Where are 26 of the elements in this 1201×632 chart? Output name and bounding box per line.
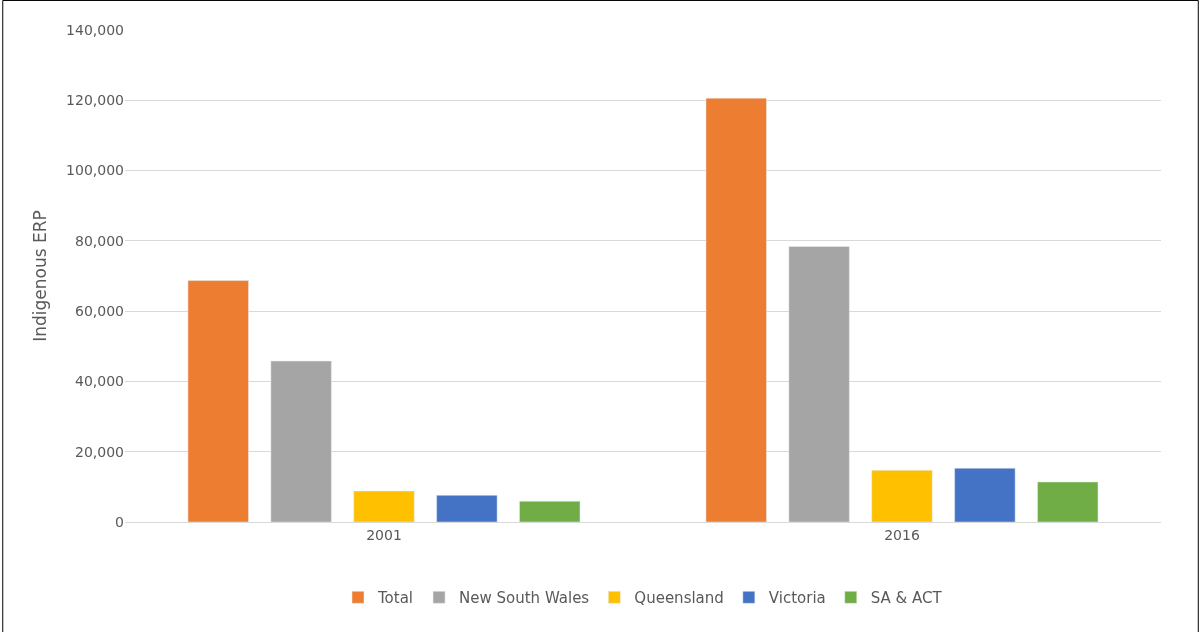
y-tick-label: 100,000	[66, 162, 124, 179]
x-tick-label: 2001	[366, 526, 402, 543]
bar	[954, 467, 1016, 522]
bar	[788, 246, 850, 522]
bar	[187, 280, 249, 522]
legend-label: SA & ACT	[870, 589, 943, 608]
bar	[1037, 481, 1099, 522]
y-tick-label: 60,000	[75, 303, 124, 320]
bar	[270, 360, 332, 522]
bar	[871, 470, 933, 522]
legend-label: Total	[377, 589, 414, 608]
x-tick-label: 2016	[884, 526, 920, 543]
legend-label: New South Wales	[459, 589, 590, 608]
bar	[705, 97, 767, 522]
y-tick-label: 20,000	[75, 443, 124, 460]
bar	[353, 490, 415, 522]
bar	[436, 495, 498, 522]
legend-label: Victoria	[768, 589, 826, 608]
y-tick-label: 0	[115, 513, 124, 530]
y-tick-label: 120,000	[66, 92, 124, 109]
legend-label: Queensland	[634, 589, 724, 608]
y-axis-title: Indigenous ERP	[29, 210, 50, 342]
y-tick-label: 40,000	[75, 373, 124, 390]
y-tick-label: 80,000	[75, 232, 124, 249]
bar	[519, 501, 581, 522]
y-tick-label: 140,000	[66, 21, 124, 38]
